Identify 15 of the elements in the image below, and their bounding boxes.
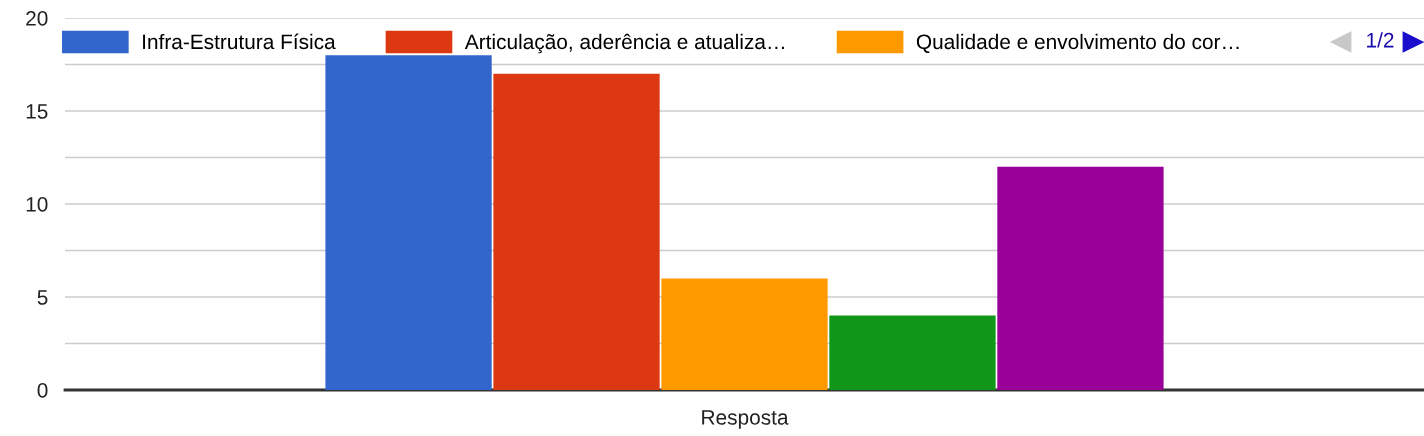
legend-label: Articulação, aderência e atualiza…	[464, 33, 784, 54]
bar	[325, 55, 492, 390]
legend-label: Qualidade e envolvimento do cor…	[916, 33, 1239, 53]
bar	[997, 166, 1164, 390]
bar	[829, 315, 996, 390]
y-tick-label: 20	[26, 11, 48, 26]
annotation: 1/2	[1367, 32, 1394, 48]
x-tick-label: Resposta	[702, 410, 789, 429]
y-tick-label: 0	[37, 383, 48, 398]
legend-label: Infra-Estrutura Física	[143, 33, 336, 50]
bar	[493, 73, 660, 390]
y-tick-label: 5	[37, 290, 48, 305]
bar	[661, 278, 828, 390]
y-tick-label: 10	[26, 197, 48, 212]
y-tick-label: 15	[26, 104, 48, 119]
